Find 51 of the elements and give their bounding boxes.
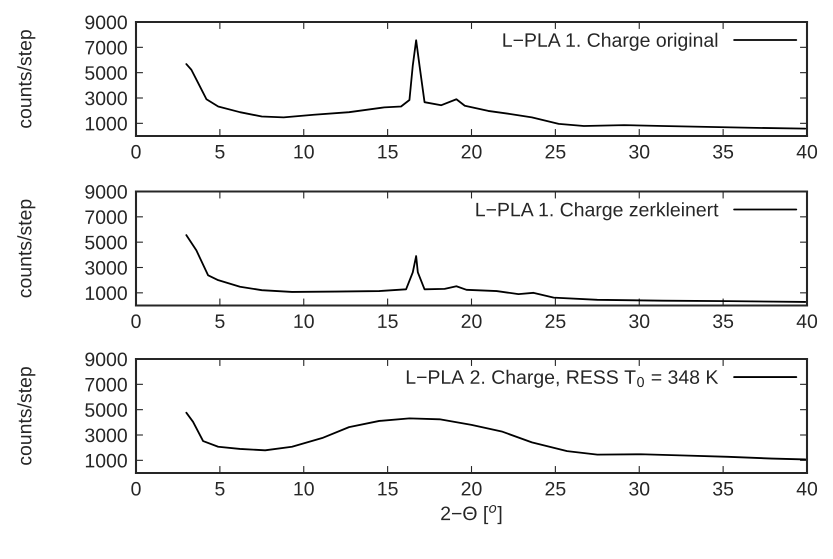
x-tick-label: 20 bbox=[462, 482, 482, 496]
x-tick-label: 35 bbox=[713, 144, 734, 159]
x-tick-label: 15 bbox=[378, 145, 398, 159]
x-tick-label: 0 bbox=[131, 314, 141, 328]
legend-label: L−PLA 1. Charge original bbox=[503, 32, 718, 51]
y-axis-title: counts/step bbox=[17, 200, 36, 298]
y-axis-title: counts/step bbox=[17, 30, 36, 128]
legend-label: L−PLA 1. Charge zerkleinert bbox=[476, 202, 718, 220]
x-tick-label: 25 bbox=[546, 144, 566, 159]
line-series bbox=[185, 412, 806, 460]
x-tick-label: 40 bbox=[796, 482, 818, 496]
legend-label: L−PLA 2. Charge, RESS T$_{0}$ = 348 K bbox=[406, 370, 718, 388]
x-tick-label: 20 bbox=[462, 144, 482, 159]
y-tick-label: 7000 bbox=[85, 210, 127, 224]
x-tick-label: 30 bbox=[629, 482, 650, 496]
y-tick-label: 9000 bbox=[85, 184, 127, 199]
x-tick-label: 35 bbox=[713, 482, 734, 496]
x-tick-label: 25 bbox=[546, 482, 566, 496]
y-tick-label: 7000 bbox=[85, 378, 127, 392]
y-tick-label: 3000 bbox=[85, 91, 127, 106]
x-axis-title: 2−Θ [$^{o}$] bbox=[441, 505, 502, 524]
x-tick-label: 30 bbox=[629, 314, 650, 328]
y-tick-label: 3000 bbox=[85, 260, 127, 275]
x-tick-label: 0 bbox=[131, 482, 141, 496]
x-tick-label: 10 bbox=[294, 482, 314, 496]
y-axis-title: counts/step bbox=[17, 367, 36, 465]
x-tick-label: 30 bbox=[629, 144, 650, 159]
y-tick-label: 1000 bbox=[86, 286, 127, 300]
x-tick-label: 5 bbox=[215, 314, 224, 328]
y-tick-label: 7000 bbox=[85, 40, 127, 55]
y-tick-label: 3000 bbox=[85, 428, 127, 442]
x-tick-label: 25 bbox=[546, 314, 566, 328]
line-series bbox=[185, 234, 806, 303]
x-tick-label: 10 bbox=[294, 314, 314, 328]
x-tick-label: 20 bbox=[462, 314, 482, 328]
y-tick-label: 5000 bbox=[85, 403, 127, 417]
y-tick-label: 5000 bbox=[85, 66, 127, 80]
x-tick-label: 40 bbox=[796, 144, 818, 159]
x-tick-label: 5 bbox=[215, 482, 224, 496]
x-tick-label: 15 bbox=[378, 314, 398, 328]
x-tick-label: 15 bbox=[378, 482, 398, 496]
x-tick-label: 35 bbox=[713, 314, 734, 328]
x-tick-label: 5 bbox=[215, 145, 224, 159]
x-tick-label: 0 bbox=[131, 144, 141, 159]
y-tick-label: 9000 bbox=[85, 15, 127, 30]
y-tick-label: 1000 bbox=[86, 116, 127, 131]
y-tick-label: 1000 bbox=[86, 454, 127, 468]
y-tick-label: 5000 bbox=[85, 236, 127, 250]
y-tick-label: 9000 bbox=[85, 352, 127, 366]
x-tick-label: 10 bbox=[294, 144, 314, 159]
x-tick-label: 40 bbox=[796, 314, 818, 328]
